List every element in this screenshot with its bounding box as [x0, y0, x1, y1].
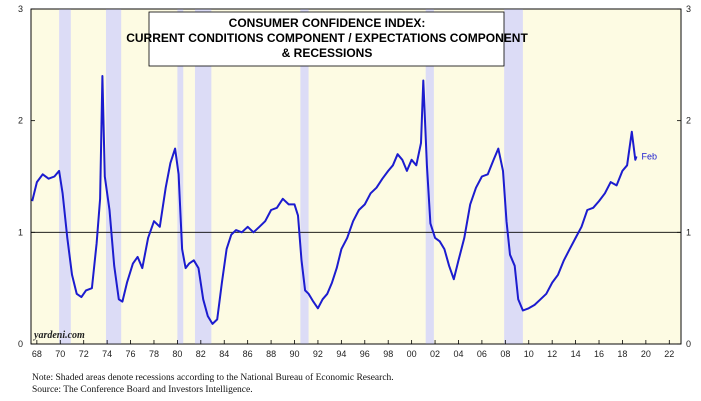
- recession-band: [300, 9, 309, 344]
- x-tick-label: 12: [547, 349, 557, 359]
- chart-title-line-3: & RECESSIONS: [282, 46, 373, 60]
- series-end-label: Feb: [641, 151, 657, 161]
- x-tick-label: 06: [477, 349, 487, 359]
- x-tick-label: 18: [617, 349, 627, 359]
- x-tick-label: 96: [360, 349, 370, 359]
- x-tick-label: 80: [172, 349, 182, 359]
- x-tick-label: 72: [79, 349, 89, 359]
- recession-band: [177, 9, 184, 344]
- y-tick-label-right: 2: [686, 116, 691, 126]
- y-tick-label-left: 0: [18, 339, 23, 349]
- x-tick-label: 76: [126, 349, 136, 359]
- watermark: yardeni.com: [33, 330, 85, 341]
- x-tick-label: 84: [219, 349, 229, 359]
- y-tick-label-left: 2: [18, 116, 23, 126]
- chart-title-line-1: CONSUMER CONFIDENCE INDEX:: [229, 16, 426, 30]
- recession-bands: [59, 9, 523, 344]
- x-tick-label: 68: [32, 349, 42, 359]
- chart-title-line-2: CURRENT CONDITIONS COMPONENT / EXPECTATI…: [126, 31, 528, 45]
- x-tick-label: 82: [196, 349, 206, 359]
- y-tick-label-right: 3: [686, 4, 691, 14]
- x-tick-label: 02: [430, 349, 440, 359]
- series-line: [31, 75, 638, 325]
- x-tick-label: 22: [664, 349, 674, 359]
- x-tick-label: 94: [336, 349, 346, 359]
- note-source: Source: The Conference Board and Investo…: [32, 385, 253, 395]
- x-tick-label: 04: [453, 349, 463, 359]
- x-tick-label: 70: [55, 349, 65, 359]
- x-tick-label: 86: [243, 349, 253, 359]
- x-tick-label: 78: [149, 349, 159, 359]
- title-box: CONSUMER CONFIDENCE INDEX: CURRENT CONDI…: [126, 11, 528, 67]
- y-tick-label-left: 3: [18, 4, 23, 14]
- x-tick-label: 74: [102, 349, 112, 359]
- x-tick-label: 00: [407, 349, 417, 359]
- recession-band: [425, 9, 434, 344]
- recession-band: [504, 9, 523, 344]
- x-tick-label: 16: [594, 349, 604, 359]
- y-tick-label-right: 1: [686, 227, 691, 237]
- x-tick-label: 20: [641, 349, 651, 359]
- y-tick-label-left: 1: [18, 227, 23, 237]
- x-tick-label: 08: [500, 349, 510, 359]
- plot-frame: [30, 8, 682, 345]
- x-tick-label: 90: [290, 349, 300, 359]
- recession-band: [105, 9, 122, 344]
- note-recessions: Note: Shaded areas denote recessions acc…: [32, 373, 394, 383]
- y-tick-label-right: 0: [686, 339, 691, 349]
- x-tick-label: 88: [266, 349, 276, 359]
- x-tick-label: 92: [313, 349, 323, 359]
- x-tick-label: 98: [383, 349, 393, 359]
- x-tick-label: 10: [524, 349, 534, 359]
- axis-ticks: 68 70 72 74 76 78 80 82 84 86 88 90 92 94 96 98 00 02 04 06…: [18, 4, 691, 359]
- recession-band: [194, 9, 212, 344]
- x-tick-label: 14: [571, 349, 581, 359]
- recession-band: [59, 9, 71, 344]
